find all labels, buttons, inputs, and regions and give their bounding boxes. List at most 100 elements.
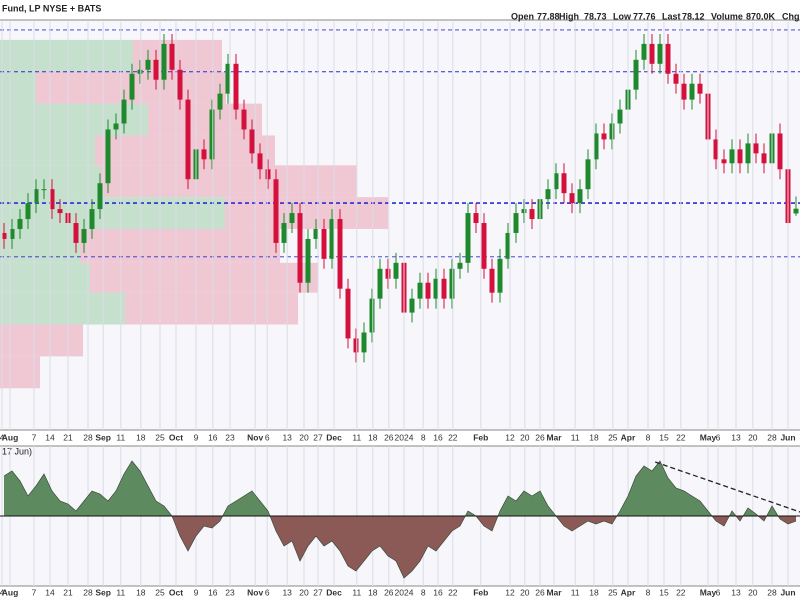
- candle-body: [641, 43, 647, 60]
- x-tick-label: Mar: [546, 432, 562, 442]
- candle-body: [17, 219, 23, 229]
- candle-body: [161, 43, 167, 80]
- x-tick-label: Dec: [326, 432, 342, 442]
- candle-body: [105, 129, 111, 184]
- x-tick-label: Aug: [2, 587, 19, 597]
- candle-body: [673, 73, 679, 84]
- header-field: Open: [511, 11, 534, 21]
- x-tick-label: 12: [505, 587, 515, 597]
- x-tick-label: 21: [63, 432, 73, 442]
- x-tick-label: Nov: [247, 432, 263, 442]
- header-value: 870.0K: [746, 11, 776, 21]
- header-value: 77.88: [537, 11, 560, 21]
- volume-down-bar: [0, 324, 83, 357]
- candle-body: [273, 179, 279, 243]
- x-tick-label: 28: [83, 587, 93, 597]
- x-tick-label: 18: [368, 432, 378, 442]
- x-tick-label: 8: [646, 587, 651, 597]
- candle-body: [153, 59, 159, 80]
- candle-body: [217, 93, 223, 110]
- x-tick-label: 25: [608, 587, 618, 597]
- x-tick-label: Sep: [95, 432, 111, 442]
- volume-up-bar: [0, 39, 133, 72]
- candle-body: [33, 189, 39, 204]
- candle-body: [441, 278, 447, 299]
- osc-area-negative: [4, 516, 796, 578]
- candle-body: [617, 109, 623, 124]
- candle-body: [761, 153, 767, 164]
- candle-body: [89, 209, 95, 229]
- x-tick-label: Apr: [621, 587, 636, 597]
- x-tick-label: 8: [421, 587, 426, 597]
- x-tick-label: 13: [731, 432, 741, 442]
- osc-area-positive: [4, 461, 796, 516]
- x-tick-label: 6: [716, 432, 721, 442]
- candle-body: [25, 203, 31, 220]
- candle-body: [561, 173, 567, 194]
- candle-body: [233, 63, 239, 110]
- candle-body: [713, 139, 719, 160]
- candle-body: [425, 282, 431, 299]
- x-tick-label: 2024: [395, 587, 414, 597]
- x-tick-label: 11: [571, 587, 580, 597]
- volume-up-bar: [0, 262, 90, 293]
- candle-body: [753, 143, 759, 154]
- x-tick-label: Oct: [169, 587, 183, 597]
- x-tick-label: 28: [767, 432, 777, 442]
- candle-body: [521, 209, 527, 214]
- trend-line: [654, 461, 800, 513]
- candle-body: [241, 109, 247, 130]
- candle-body: [369, 298, 375, 333]
- x-tick-label: 7: [32, 432, 37, 442]
- x-tick-label: 12: [505, 432, 515, 442]
- x-tick-label: 18: [589, 432, 599, 442]
- candle-body: [777, 133, 783, 170]
- candle-body: [433, 278, 439, 299]
- candle-body: [489, 268, 495, 293]
- candle-body: [529, 209, 535, 220]
- candle-body: [601, 133, 607, 140]
- x-tick-label: 14: [45, 587, 55, 597]
- candle-body: [393, 262, 399, 279]
- x-tick-label: Sep: [95, 587, 111, 597]
- x-tick-label: 13: [282, 587, 292, 597]
- x-tick-label: 2024: [395, 432, 414, 442]
- candle-body: [473, 213, 479, 224]
- candle-body: [249, 129, 255, 154]
- candle-body: [129, 73, 135, 100]
- candle-body: [553, 173, 559, 190]
- x-tick-label: 11: [116, 432, 125, 442]
- candle-body: [145, 59, 151, 70]
- header-field: Last: [662, 11, 681, 21]
- x-tick-label: 26: [535, 587, 545, 597]
- candle-body: [689, 83, 695, 100]
- x-tick-label: 28: [83, 432, 93, 442]
- candle-body: [729, 149, 735, 164]
- candle-body: [409, 298, 415, 313]
- volume-down-bar: [0, 356, 40, 389]
- x-tick-label: 11: [352, 587, 361, 597]
- x-tick-label: 18: [589, 587, 599, 597]
- x-tick-label: 20: [299, 432, 309, 442]
- x-tick-label: 20: [748, 432, 758, 442]
- x-tick-label: 25: [155, 432, 165, 442]
- candle-body: [361, 332, 367, 353]
- x-tick-label: 26: [384, 432, 394, 442]
- candle-body: [297, 213, 303, 283]
- x-tick-label: 13: [282, 432, 292, 442]
- candle-body: [481, 223, 487, 269]
- x-tick-label: 6: [716, 587, 721, 597]
- candle-body: [41, 189, 47, 191]
- x-tick-label: 11: [352, 432, 361, 442]
- header-field: Low: [613, 11, 632, 21]
- header-field: Chg: [782, 11, 800, 21]
- candle-body: [353, 338, 359, 353]
- x-tick-label: 14: [45, 432, 55, 442]
- candle-body: [185, 99, 191, 180]
- candle-body: [793, 208, 799, 214]
- x-tick-label: Feb: [473, 587, 488, 597]
- x-tick-label: 9: [194, 587, 199, 597]
- candle-body: [449, 268, 455, 299]
- x-tick-label: 21: [63, 587, 73, 597]
- x-tick-label: Jun: [780, 587, 795, 597]
